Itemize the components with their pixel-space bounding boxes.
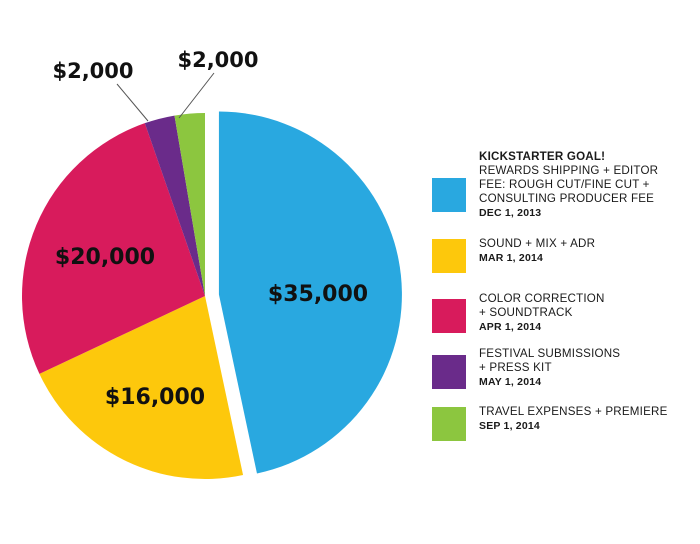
pie-chart: $35,000 $16,000 $20,000 $2,000 $2,000 xyxy=(22,48,402,479)
legend-swatch xyxy=(432,355,466,389)
slice-35000 xyxy=(218,111,402,474)
legend-text: FESTIVAL SUBMISSIONS + PRESS KIT MAY 1, 20… xyxy=(479,347,694,389)
legend-description: SOUND + MIX + ADR xyxy=(479,237,596,250)
legend-date: DEC 1, 2013 xyxy=(479,207,542,219)
legend-swatch xyxy=(432,299,466,333)
legend-heading: KICKSTARTER GOAL! xyxy=(479,150,606,163)
legend-swatch xyxy=(432,178,466,212)
legend-description: + PRESS KIT xyxy=(479,361,552,374)
slice-16000 xyxy=(39,296,244,479)
legend-swatch xyxy=(432,407,466,441)
legend-description: COLOR CORRECTION xyxy=(479,292,605,305)
slice-2000-travel xyxy=(174,113,205,296)
slice-2000-festival-label: $2,000 xyxy=(52,59,133,83)
slice-2000-festival-callout-line xyxy=(116,83,149,122)
slice-20000 xyxy=(22,123,206,374)
legend-swatch xyxy=(432,239,466,273)
slice-2000-travel-label: $2,000 xyxy=(177,48,258,72)
slice-16000-label: $16,000 xyxy=(105,385,205,410)
legend-description: CONSULTING PRODUCER FEE xyxy=(479,192,655,205)
legend-date: MAR 1, 2014 xyxy=(479,252,544,264)
legend-description: FEE: ROUGH CUT/FINE CUT + xyxy=(479,178,650,191)
legend-description: TRAVEL EXPENSES + PREMIERE xyxy=(479,405,668,418)
legend-text: TRAVEL EXPENSES + PREMIERE SEP 1, 2014 xyxy=(479,405,694,433)
legend-description: REWARDS SHIPPING + EDITOR xyxy=(479,164,659,177)
legend-date: MAY 1, 2014 xyxy=(479,376,542,388)
legend-date: APR 1, 2014 xyxy=(479,321,542,333)
slice-2000-festival xyxy=(144,115,205,296)
legend-date: SEP 1, 2014 xyxy=(479,420,540,432)
legend-description: + SOUNDTRACK xyxy=(479,306,573,319)
slice-35000-label: $35,000 xyxy=(268,282,368,307)
slice-20000-label: $20,000 xyxy=(55,245,155,270)
legend-description: FESTIVAL SUBMISSIONS xyxy=(479,347,621,360)
legend-text: KICKSTARTER GOAL! REWARDS SHIPPING + EDIT… xyxy=(479,150,694,220)
legend-text: SOUND + MIX + ADR MAR 1, 2014 xyxy=(479,237,694,265)
slice-2000-travel-callout-line xyxy=(178,72,215,119)
legend-text: COLOR CORRECTION + SOUNDTRACK APR 1, 2014 xyxy=(479,292,694,334)
